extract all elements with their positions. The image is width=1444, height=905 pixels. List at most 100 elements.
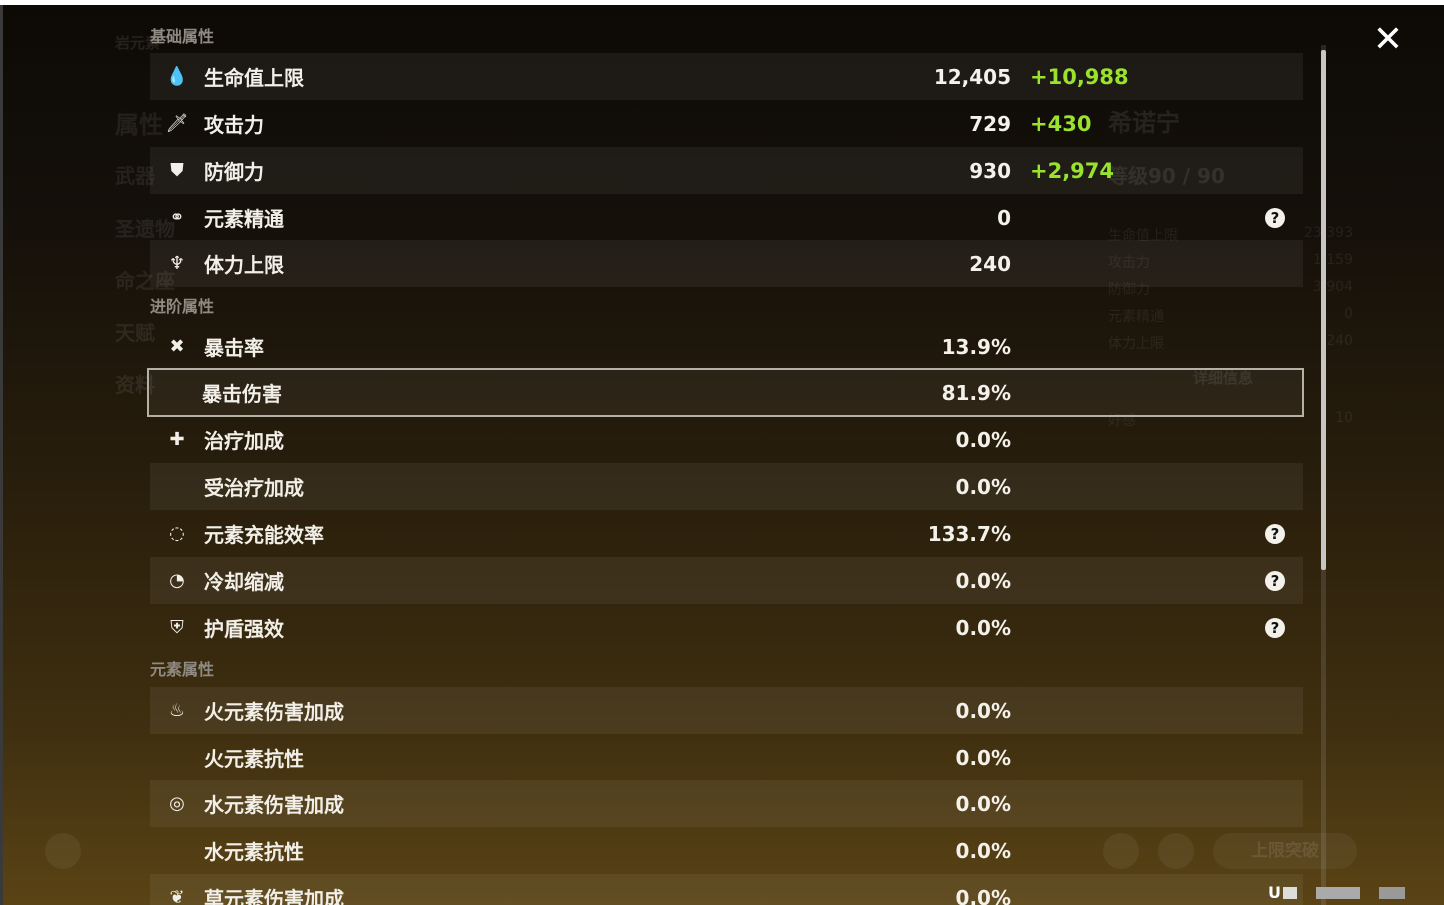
friendship-value: 10	[1335, 410, 1353, 426]
stat-value: 240	[969, 251, 1011, 276]
stat-value: 930	[969, 158, 1011, 183]
stat-value: 0.0%	[955, 838, 1011, 863]
stat-label: 火元素伤害加成	[204, 700, 344, 724]
stat-row[interactable]: 受治疗加成 0.0%	[150, 463, 1303, 510]
menu-constellation[interactable]: 命之座	[115, 269, 175, 293]
uid-redacted	[1316, 887, 1360, 899]
stat-row[interactable]: ✚ 治疗加成 0.0%	[150, 416, 1303, 463]
shield-strength-icon: ⛨	[170, 617, 184, 638]
details-button[interactable]: 详细信息	[1193, 369, 1254, 387]
summary-stat-value: 23,393	[1304, 225, 1353, 241]
stat-row[interactable]: ⛨ 护盾强效 0.0%?	[150, 604, 1303, 651]
healing-cross-icon: ✚	[169, 429, 185, 450]
summary-stat-label: 生命值上限	[1108, 228, 1178, 244]
menu-weapon[interactable]: 武器	[115, 164, 155, 188]
stat-value: 0.0%	[955, 474, 1011, 499]
ascend-button[interactable]: 上限突破	[1213, 833, 1357, 869]
summary-stat-value: 240	[1326, 333, 1353, 349]
stat-value: 0.0%	[955, 698, 1011, 723]
stat-label: 攻击力	[204, 113, 264, 137]
stat-bonus: +2,974	[1030, 158, 1115, 183]
wish-icon-button[interactable]	[1103, 833, 1139, 869]
grid-menu-button[interactable]	[45, 833, 81, 869]
stat-value: 0	[997, 205, 1011, 230]
stat-row[interactable]: 暴击伤害 81.9%	[147, 368, 1304, 417]
stat-row[interactable]: 水元素抗性 0.0%	[150, 827, 1303, 874]
hydro-icon: ◎	[169, 793, 185, 814]
scrollbar-thumb[interactable]	[1321, 50, 1326, 570]
stat-row[interactable]: ❦ 草元素伤害加成 0.0%	[150, 874, 1303, 905]
section-basic: 基础属性	[150, 27, 215, 46]
help-icon[interactable]: ?	[1265, 570, 1285, 591]
stat-row[interactable]: 🗡 攻击力 729 +430	[150, 100, 1303, 147]
outfit-hanger-button[interactable]	[1158, 833, 1194, 869]
stat-label: 冷却缩减	[204, 570, 284, 594]
character-name: 希诺宁	[1108, 109, 1180, 137]
cooldown-icon: ◔	[169, 570, 185, 591]
menu-talents[interactable]: 天赋	[115, 321, 155, 345]
element-label: 岩元素	[115, 34, 161, 52]
stat-row[interactable]: ◔ 冷却缩减 0.0%?	[150, 557, 1303, 604]
stat-label: 护盾强效	[204, 617, 284, 641]
help-icon[interactable]: ?	[1265, 207, 1285, 228]
stat-label: 暴击伤害	[202, 382, 282, 406]
stat-row[interactable]: ♆ 体力上限 240	[150, 240, 1303, 287]
menu-profile[interactable]: 资料	[115, 373, 155, 397]
stat-value: 0.0%	[955, 791, 1011, 816]
stat-value: 0.0%	[955, 615, 1011, 640]
hp-drop-icon: 💧	[165, 66, 189, 87]
summary-stat-value: 1,159	[1312, 252, 1353, 268]
character-stats-screen: 岩元素 属性 武器 圣遗物 命之座 天赋 资料 希诺宁 等级90 / 90 生命…	[0, 5, 1444, 905]
stat-row[interactable]: ◎ 水元素伤害加成 0.0%	[150, 780, 1303, 827]
stat-value: 133.7%	[927, 521, 1011, 546]
stat-row[interactable]: ⚭ 元素精通 0?	[150, 194, 1303, 241]
summary-stat-value: 3,904	[1312, 279, 1353, 295]
menu-artifacts[interactable]: 圣遗物	[115, 217, 175, 241]
summary-stat: 元素精通 0	[1108, 306, 1353, 326]
crit-rate-icon: ✖	[169, 336, 185, 357]
stat-value: 0.0%	[955, 885, 1011, 905]
stat-value: 729	[969, 111, 1011, 136]
stat-value: 0.0%	[955, 745, 1011, 770]
stat-label: 受治疗加成	[204, 476, 304, 500]
help-icon[interactable]: ?	[1265, 523, 1285, 544]
stat-label: 暴击率	[204, 336, 264, 360]
summary-stat: 生命值上限 23,393	[1108, 225, 1353, 245]
section-advanced: 进阶属性	[150, 297, 215, 316]
shield-icon: ⛊	[170, 160, 184, 181]
pyro-icon: ♨	[168, 700, 186, 721]
uid-redacted	[1283, 887, 1297, 899]
stat-row[interactable]: ✖ 暴击率 13.9%	[150, 323, 1303, 370]
stat-label: 水元素抗性	[204, 840, 304, 864]
stat-row[interactable]: ◌ 元素充能效率 133.7%?	[150, 510, 1303, 557]
stat-bonus: +430	[1030, 111, 1092, 136]
stat-value: 81.9%	[941, 380, 1011, 405]
friendship: 好感 10	[1108, 410, 1353, 430]
summary-stat-label: 攻击力	[1108, 255, 1150, 271]
help-icon[interactable]: ?	[1265, 617, 1285, 638]
stat-label: 治疗加成	[204, 429, 284, 453]
stat-row[interactable]: 💧 生命值上限 12,405 +10,988	[150, 53, 1303, 100]
menu-attributes[interactable]: 属性	[115, 111, 163, 139]
stat-label: 火元素抗性	[204, 747, 304, 771]
energy-recharge-icon: ◌	[169, 523, 185, 544]
stat-label: 水元素伤害加成	[204, 793, 344, 817]
friendship-label: 好感	[1108, 413, 1136, 429]
stat-row[interactable]: ⛊ 防御力 930 +2,974	[150, 147, 1303, 194]
summary-stat-label: 体力上限	[1108, 336, 1164, 352]
stat-label: 元素充能效率	[204, 523, 324, 547]
summary-stat-label: 元素精通	[1108, 309, 1164, 325]
dendro-icon: ❦	[169, 887, 185, 905]
summary-stat-label: 防御力	[1108, 282, 1150, 298]
uid-label: U	[1268, 883, 1281, 902]
section-elemental: 元素属性	[150, 660, 215, 679]
stat-label: 生命值上限	[204, 66, 304, 90]
stat-label: 元素精通	[204, 207, 284, 231]
stat-row[interactable]: 火元素抗性 0.0%	[150, 734, 1303, 781]
crit-damage-icon	[164, 382, 186, 404]
summary-stat-value: 0	[1344, 306, 1353, 322]
close-button[interactable]: ✕	[1372, 19, 1404, 60]
stat-row[interactable]: ♨ 火元素伤害加成 0.0%	[150, 687, 1303, 734]
character-level: 等级90 / 90	[1108, 164, 1225, 188]
stat-label: 防御力	[204, 160, 264, 184]
